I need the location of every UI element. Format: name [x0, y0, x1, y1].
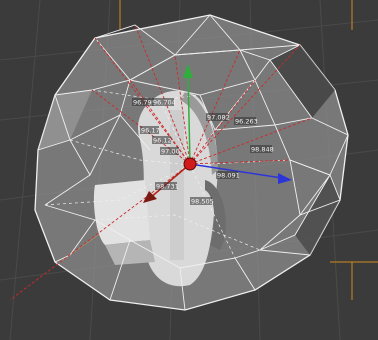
distance-labels: 96.799 96.704 97.082 96.263 98.848 98.09…: [132, 98, 274, 206]
y-axis-handle[interactable]: [183, 64, 193, 78]
distance-label: 98.848: [250, 145, 274, 154]
hull-wireframe: [37, 14, 349, 311]
svg-text:98.848: 98.848: [251, 146, 274, 154]
distance-label: 97.082: [206, 113, 230, 122]
svg-text:98.731: 98.731: [156, 183, 179, 191]
y-axis-line: [187, 71, 191, 165]
x-axis-handle[interactable]: [278, 173, 292, 184]
distance-label: 98.731: [155, 182, 179, 191]
svg-text:98.505: 98.505: [191, 198, 214, 206]
distance-label: 97.00: [160, 147, 180, 156]
distance-label: 96.799: [132, 98, 156, 107]
z-axis-handle[interactable]: [143, 191, 157, 203]
svg-text:96.799: 96.799: [133, 99, 156, 107]
distance-label: 96.704: [152, 98, 176, 107]
distance-label: 98.505: [190, 197, 214, 206]
distance-label: 96.263: [234, 117, 258, 126]
distance-label: 96.12: [152, 136, 172, 145]
distance-label: 96.17: [140, 126, 160, 135]
distance-label: 98.091: [216, 171, 240, 180]
svg-text:97.00: 97.00: [161, 148, 180, 156]
z-axis-line: [149, 163, 191, 199]
svg-text:96.12: 96.12: [153, 137, 172, 145]
object-pivot[interactable]: [183, 157, 197, 171]
svg-text:96.17: 96.17: [141, 127, 160, 135]
svg-text:96.263: 96.263: [235, 118, 258, 126]
svg-text:96.704: 96.704: [153, 99, 176, 107]
svg-text:98.091: 98.091: [217, 172, 240, 180]
svg-text:97.082: 97.082: [207, 114, 230, 122]
